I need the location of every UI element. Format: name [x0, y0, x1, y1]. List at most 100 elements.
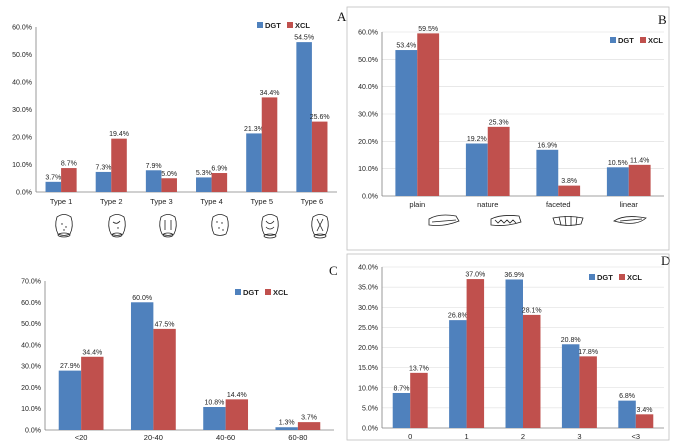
category-label: Type 6 [301, 197, 324, 206]
y-tick-label: 60.0% [21, 300, 41, 307]
legend-swatch-dgt [610, 37, 616, 43]
chart-panel-a: 0.0% 10.0% 20.0% 30.0% 40.0% 50.0% 60.0% Type 1… [12, 21, 337, 206]
type-5-icon [261, 214, 279, 239]
y-tick-label: 20.0% [21, 385, 41, 392]
y-tick-label: 0.0% [362, 426, 378, 433]
data-label: 25.3% [489, 119, 509, 126]
bar-dgt [45, 181, 62, 192]
y-tick-label: 60.0% [358, 30, 378, 37]
category-label: 20-40 [144, 433, 163, 442]
type-6-icon [311, 214, 329, 239]
type-2-icon [108, 214, 126, 238]
category-label: nature [477, 200, 498, 209]
y-tick-label: 10.0% [358, 385, 378, 392]
data-label: 37.0% [465, 272, 485, 279]
bar-xcl [61, 168, 77, 192]
chart-panel-d: 0.0% 5.0% 10.0% 15.0% 20.0% 25.0% 30.0% 35.0% 40… [358, 265, 664, 441]
category-label: plain [409, 200, 425, 209]
chart-panel-b: 0.0% 10.0% 20.0% 30.0% 40.0% 50.0% 60.0% plain 5… [358, 26, 664, 209]
bar-dgt [275, 427, 298, 430]
panel-letter-b: B [658, 12, 667, 27]
category-icons-a [55, 214, 329, 239]
bar-dgt [505, 279, 523, 428]
bar-dgt [203, 407, 226, 430]
bar-xcl [579, 356, 597, 428]
legend-swatch-dgt [589, 274, 595, 280]
data-label: 34.4% [260, 90, 280, 97]
data-label: 34.4% [82, 349, 102, 356]
bar-xcl [487, 126, 510, 196]
bar-dgt [606, 167, 629, 196]
y-tick-label: 30.0% [12, 107, 32, 114]
bar-dgt [395, 50, 418, 196]
data-label: 36.9% [504, 272, 524, 279]
legend-label-xcl: XCL [273, 288, 288, 297]
bar-xcl [523, 314, 541, 428]
nature-platform-icon [490, 215, 522, 226]
category-icons-b [428, 214, 647, 227]
panel-letter-a: A [337, 9, 347, 24]
data-label: 5.3% [196, 170, 212, 177]
data-label: 11.4% [630, 157, 649, 164]
category-label: 40-60 [216, 433, 235, 442]
bar-dgt [145, 170, 162, 192]
bar-xcl [558, 185, 581, 196]
legend-label-xcl: XCL [295, 21, 310, 30]
plain-platform-icon [428, 214, 460, 226]
bar-dgt [58, 370, 82, 430]
y-tick-label: 50.0% [21, 321, 41, 328]
category-label: <20 [75, 433, 88, 442]
legend-swatch-dgt [235, 289, 241, 295]
bar-dgt [618, 400, 636, 428]
y-tick-label: 15.0% [358, 365, 378, 372]
data-label: 1.3% [279, 420, 295, 427]
y-tick-label: 10.0% [21, 406, 41, 413]
category-label: 3 [577, 432, 581, 441]
data-label: 28.1% [522, 307, 542, 314]
legend-label-xcl: XCL [627, 273, 642, 282]
data-label: 8.7% [61, 161, 77, 168]
y-tick-label: 60.0% [12, 25, 32, 32]
y-tick-label: 0.0% [362, 194, 378, 201]
bar-xcl [261, 97, 278, 192]
legend-label-dgt: DGT [597, 273, 613, 282]
data-label: 27.9% [60, 363, 80, 370]
data-label: 6.9% [211, 166, 227, 173]
data-label: 13.7% [409, 365, 429, 372]
y-tick-label: 20.0% [358, 345, 378, 352]
y-tick-label: 10.0% [358, 166, 378, 173]
bar-xcl [153, 328, 176, 430]
panel-d-border [346, 253, 670, 441]
type-3-icon [159, 214, 177, 238]
y-tick-label: 40.0% [12, 80, 32, 87]
y-tick-label: 20.0% [358, 139, 378, 146]
y-tick-label: 50.0% [358, 57, 378, 64]
y-tick-label: 0.0% [25, 428, 41, 435]
legend-label-dgt: DGT [618, 36, 634, 45]
bar-dgt [449, 320, 467, 428]
bar-xcl [635, 414, 654, 428]
y-tick-label: 50.0% [12, 52, 32, 59]
faceted-platform-icon [552, 215, 584, 227]
y-tick-label: 40.0% [21, 342, 41, 349]
category-label: Type 1 [50, 197, 73, 206]
legend-swatch-xcl [265, 289, 271, 295]
category-label: faceted [546, 200, 571, 209]
data-label: 47.5% [155, 321, 175, 328]
data-label: 10.8% [204, 400, 224, 407]
bar-xcl [311, 121, 328, 192]
bar-dgt [246, 133, 262, 192]
data-label: 10.5% [608, 160, 628, 167]
panel-b-border [346, 6, 670, 251]
bar-xcl [211, 173, 228, 192]
linear-platform-icon [613, 216, 647, 224]
data-label: 20.8% [561, 337, 581, 344]
bar-dgt [536, 149, 559, 196]
bar-xcl [417, 33, 440, 196]
data-label: 21.3% [244, 126, 264, 133]
data-label: 7.9% [146, 163, 162, 170]
bar-dgt [130, 302, 154, 430]
bar-dgt [392, 392, 411, 428]
data-label: 8.7% [393, 385, 409, 392]
